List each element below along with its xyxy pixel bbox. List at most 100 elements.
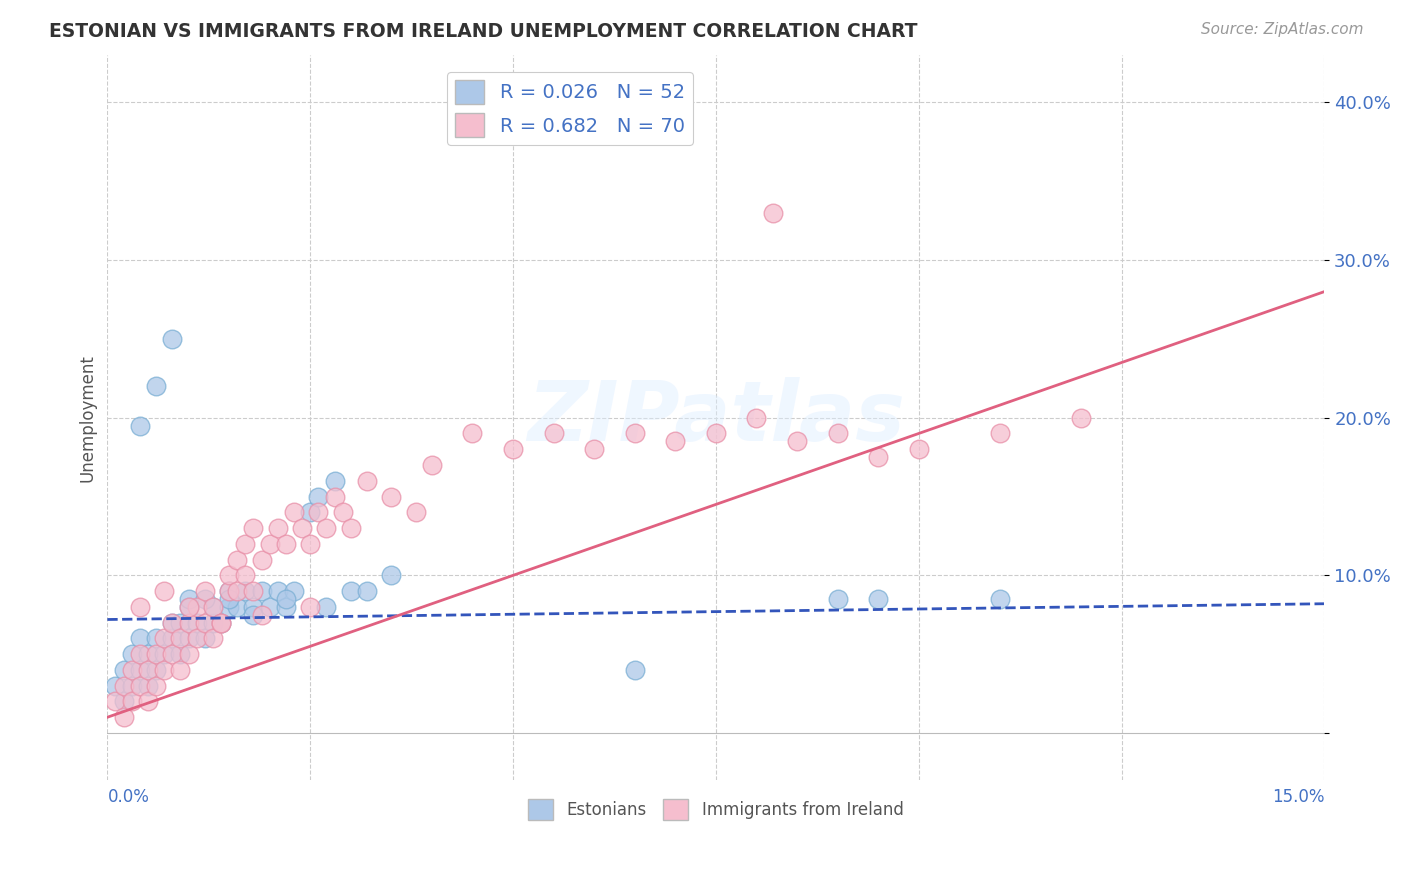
Point (169, 615, 191, 630)
Point (583, 442, 606, 457)
Point (827, 426, 849, 441)
Point (128, 632, 150, 646)
Point (162, 615, 184, 630)
Text: ZIPatlas: ZIPatlas (527, 377, 905, 458)
Point (323, 490, 346, 504)
Point (201, 599, 224, 614)
Point (121, 694, 143, 708)
Point (283, 584, 305, 599)
Point (274, 599, 297, 614)
Point (259, 599, 281, 614)
Point (299, 537, 322, 551)
Point (356, 584, 378, 599)
Point (299, 599, 322, 614)
Point (299, 505, 322, 519)
Text: Source: ZipAtlas.com: Source: ZipAtlas.com (1201, 22, 1364, 37)
Point (112, 663, 135, 677)
Point (226, 599, 249, 614)
Point (162, 615, 184, 630)
Point (194, 615, 217, 630)
Point (242, 521, 264, 535)
Point (112, 679, 135, 693)
Point (209, 615, 232, 630)
Point (194, 592, 217, 607)
Point (128, 647, 150, 661)
Point (259, 537, 281, 551)
Point (136, 663, 159, 677)
Point (218, 584, 240, 599)
Point (218, 584, 240, 599)
Point (177, 615, 200, 630)
Point (112, 710, 135, 724)
Point (988, 426, 1011, 441)
Point (153, 632, 176, 646)
Point (226, 584, 249, 599)
Point (121, 663, 143, 677)
Point (274, 537, 297, 551)
Point (356, 474, 378, 488)
Point (283, 505, 305, 519)
Point (201, 615, 224, 630)
Point (420, 458, 443, 472)
Text: 0.0%: 0.0% (107, 789, 149, 806)
Point (315, 599, 337, 614)
Point (169, 647, 191, 661)
Point (242, 599, 264, 614)
Point (315, 521, 337, 535)
Point (242, 584, 264, 599)
Point (162, 332, 184, 346)
Point (186, 615, 208, 630)
Point (339, 584, 361, 599)
Point (233, 584, 256, 599)
Point (177, 632, 200, 646)
Point (186, 599, 208, 614)
Point (664, 434, 686, 449)
Point (868, 450, 890, 464)
Point (623, 426, 645, 441)
Point (104, 694, 127, 708)
Point (988, 592, 1011, 607)
Point (380, 490, 402, 504)
Point (233, 568, 256, 582)
Point (128, 418, 150, 433)
Point (704, 426, 727, 441)
Point (145, 663, 167, 677)
Point (291, 521, 314, 535)
Point (339, 521, 361, 535)
Point (145, 632, 167, 646)
Point (745, 410, 768, 425)
Point (112, 694, 135, 708)
Point (274, 592, 297, 607)
Point (169, 632, 191, 646)
Point (121, 647, 143, 661)
Point (332, 505, 354, 519)
Point (194, 632, 217, 646)
Point (502, 442, 524, 457)
Text: ESTONIAN VS IMMIGRANTS FROM IRELAND UNEMPLOYMENT CORRELATION CHART: ESTONIAN VS IMMIGRANTS FROM IRELAND UNEM… (49, 22, 918, 41)
Point (153, 647, 176, 661)
Point (267, 521, 290, 535)
Point (1070, 410, 1092, 425)
Point (543, 426, 565, 441)
Point (121, 679, 143, 693)
Point (323, 474, 346, 488)
Point (128, 599, 150, 614)
Point (226, 552, 249, 566)
Text: 15.0%: 15.0% (1272, 789, 1324, 806)
Point (209, 615, 232, 630)
Point (177, 599, 200, 614)
Point (307, 490, 329, 504)
Point (145, 647, 167, 661)
Y-axis label: Unemployment: Unemployment (79, 354, 96, 482)
Point (169, 663, 191, 677)
Point (162, 647, 184, 661)
Point (623, 663, 645, 677)
Point (233, 537, 256, 551)
Point (267, 584, 290, 599)
Point (405, 505, 427, 519)
Point (201, 632, 224, 646)
Point (461, 426, 484, 441)
Point (907, 442, 929, 457)
Point (136, 679, 159, 693)
Point (827, 592, 849, 607)
